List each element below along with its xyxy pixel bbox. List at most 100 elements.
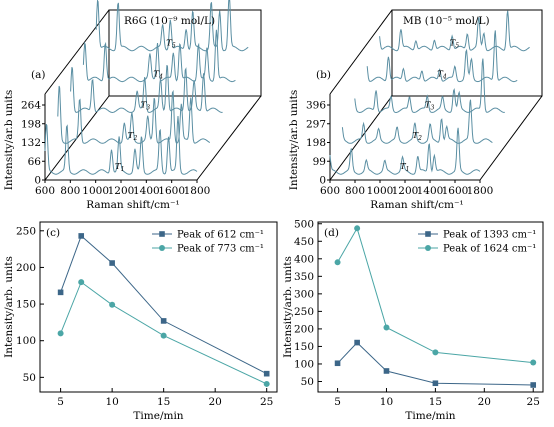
back-wall bbox=[108, 9, 262, 97]
data-point-square bbox=[263, 370, 270, 377]
x-tick-label: 1600 bbox=[442, 185, 469, 197]
x-axis-label: Raman shift/cm⁻¹ bbox=[86, 199, 179, 211]
y-tick-label: 500 bbox=[294, 218, 314, 230]
x-tick-label: 20 bbox=[208, 396, 221, 408]
y-axis-label: Intensity/arb. units bbox=[282, 256, 294, 358]
data-point-square bbox=[354, 339, 360, 346]
spectrum-trace bbox=[57, 85, 211, 144]
trace-label: T1 bbox=[115, 162, 125, 173]
x-tick-label: 10 bbox=[380, 396, 393, 408]
x-tick-label: 1200 bbox=[392, 185, 419, 197]
spectrum-trace bbox=[366, 30, 518, 83]
data-point-circle bbox=[432, 349, 439, 356]
trace-label: T3 bbox=[425, 100, 435, 111]
y-tick-label: 198 bbox=[306, 137, 326, 149]
y-tick-label: 297 bbox=[306, 118, 326, 130]
legend-label: Peak of 612 cm⁻¹ bbox=[177, 230, 264, 241]
trace-label: T4 bbox=[153, 69, 163, 80]
y-tick-label: 350 bbox=[294, 271, 314, 283]
y-axis-label: Intensity/ar.b units bbox=[288, 90, 300, 191]
x-tick-label: 1600 bbox=[158, 185, 185, 197]
x-tick-label: 1400 bbox=[133, 185, 160, 197]
data-point-square bbox=[432, 380, 439, 387]
x-tick-label: 15 bbox=[429, 396, 442, 408]
trace-label: T2 bbox=[412, 131, 422, 142]
x-axis-label: Time/min bbox=[133, 410, 183, 422]
y-tick-label: 200 bbox=[294, 323, 314, 335]
legend-marker bbox=[159, 245, 165, 251]
panel-label: (c) bbox=[46, 227, 60, 239]
y-tick-label: 300 bbox=[294, 288, 314, 300]
y-tick-label: 66 bbox=[28, 156, 42, 168]
legend-marker bbox=[425, 231, 431, 237]
y-tick-label: 50 bbox=[23, 372, 36, 384]
x-tick-label: 600 bbox=[320, 185, 340, 197]
data-point-circle bbox=[263, 380, 270, 387]
x-tick-label: 20 bbox=[478, 396, 491, 408]
data-point-circle bbox=[109, 301, 116, 308]
trace-label: T5 bbox=[166, 39, 176, 50]
y-tick-label: 132 bbox=[21, 137, 41, 149]
plot-frame bbox=[317, 221, 544, 393]
data-point-circle bbox=[160, 332, 167, 339]
y-tick-label: 264 bbox=[21, 100, 41, 112]
y-axis-label: Intensity/ar.b units bbox=[3, 90, 15, 191]
data-point-square bbox=[383, 368, 390, 374]
y-axis-label: Intensity/arb. units bbox=[3, 256, 15, 358]
x-tick-label: 15 bbox=[157, 396, 170, 408]
plot-frame bbox=[39, 221, 278, 393]
panel-label: (d) bbox=[324, 227, 339, 239]
y-tick-label: 150 bbox=[16, 299, 36, 311]
x-tick-label: 25 bbox=[260, 396, 273, 408]
x-tick-label: 800 bbox=[345, 185, 365, 197]
y-tick-label: 250 bbox=[294, 306, 314, 318]
trace-label: T5 bbox=[450, 39, 460, 50]
depth-edge bbox=[329, 9, 393, 95]
y-tick-label: 450 bbox=[294, 236, 314, 248]
data-point-circle bbox=[354, 225, 361, 232]
spectrum-trace bbox=[44, 115, 198, 175]
y-tick-label: 200 bbox=[16, 262, 36, 274]
x-tick-label: 5 bbox=[57, 396, 64, 408]
plot-title: R6G (10⁻⁹ mol/L) bbox=[124, 15, 215, 27]
spectrum-trace bbox=[379, 10, 530, 52]
series-line bbox=[337, 341, 534, 386]
x-tick-label: 800 bbox=[60, 185, 80, 197]
y-tick-label: 396 bbox=[306, 100, 326, 112]
panel-label: (b) bbox=[316, 69, 331, 81]
data-point-circle bbox=[383, 324, 390, 331]
x-tick-label: 10 bbox=[105, 396, 118, 408]
legend-label: Peak of 1393 cm⁻¹ bbox=[443, 230, 536, 241]
y-tick-label: 0 bbox=[34, 175, 41, 187]
y-tick-label: 100 bbox=[294, 358, 314, 370]
plot-title: MB (10⁻⁵ mol/L) bbox=[403, 15, 490, 27]
x-tick-label: 1000 bbox=[82, 185, 109, 197]
legend-marker bbox=[159, 231, 165, 237]
spectrum-trace bbox=[329, 127, 481, 175]
y-tick-label: 150 bbox=[294, 341, 314, 353]
y-tick-label: 400 bbox=[294, 253, 314, 265]
y-tick-label: 0 bbox=[319, 175, 326, 187]
data-point-circle bbox=[78, 279, 85, 286]
back-wall bbox=[391, 9, 543, 97]
x-tick-label: 25 bbox=[527, 396, 540, 408]
legend-marker bbox=[425, 245, 431, 251]
data-point-square bbox=[334, 360, 341, 367]
y-tick-label: 198 bbox=[21, 118, 41, 130]
trace-label: T1 bbox=[400, 162, 410, 173]
y-tick-label: 100 bbox=[16, 335, 36, 347]
spectrum-trace bbox=[95, 0, 249, 52]
data-point-circle bbox=[530, 359, 537, 366]
depth-edge bbox=[479, 95, 543, 181]
x-tick-label: 600 bbox=[35, 185, 55, 197]
x-axis-label: Time/min bbox=[405, 410, 455, 422]
data-point-square bbox=[57, 289, 64, 296]
y-tick-label: 99 bbox=[313, 156, 326, 168]
data-point-square bbox=[160, 318, 167, 324]
trace-label: T2 bbox=[128, 131, 138, 142]
x-tick-label: 1200 bbox=[108, 185, 135, 197]
y-tick-label: 50 bbox=[301, 376, 314, 388]
x-tick-label: 1800 bbox=[467, 185, 494, 197]
x-tick-label: 5 bbox=[334, 396, 341, 408]
